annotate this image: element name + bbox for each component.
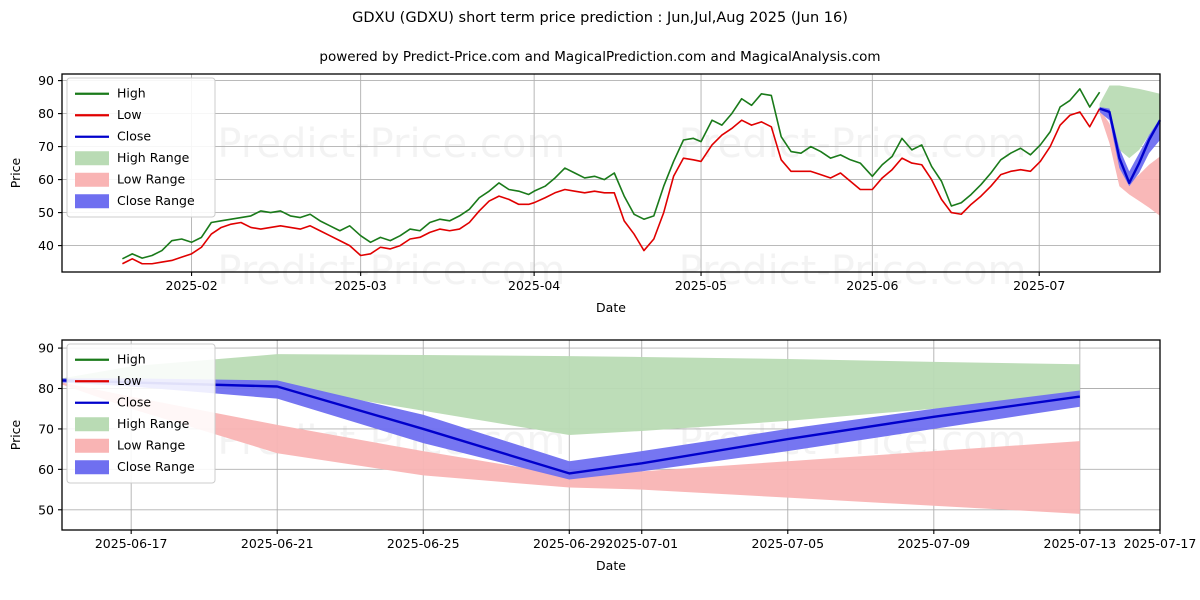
- legend-item-close[interactable]: Close: [75, 128, 151, 143]
- legend-item-high[interactable]: High: [75, 351, 146, 366]
- legend-patch-swatch: [75, 417, 109, 432]
- legend-item-label: Close: [117, 394, 151, 409]
- x-tick-label: 2025-07-09: [897, 536, 970, 551]
- forecast-detail-chart: Predict-Price.comPredict-Price.com506070…: [8, 339, 1196, 573]
- x-tick-label: 2025-07-17: [1124, 536, 1197, 551]
- legend-item-close-range[interactable]: Close Range: [75, 459, 195, 475]
- legend-item-label: High: [117, 85, 146, 100]
- legend-patch-swatch: [75, 438, 109, 453]
- legend-patch-swatch: [75, 194, 109, 209]
- band-low-range: [1099, 108, 1160, 216]
- y-tick-label: 80: [38, 381, 54, 396]
- legend-item-label: High Range: [117, 416, 190, 431]
- legend-item-low[interactable]: Low: [75, 107, 142, 122]
- legend-item-label: Close Range: [117, 193, 195, 208]
- legend-patch-swatch: [75, 151, 109, 166]
- band-high-range: [62, 354, 1080, 435]
- page-subtitle: powered by Predict-Price.com and Magical…: [319, 49, 880, 65]
- y-tick-label: 40: [38, 238, 54, 253]
- x-tick-label: 2025-06-21: [241, 536, 314, 551]
- x-tick-label: 2025-04: [508, 278, 560, 293]
- legend-item-label: Close: [117, 128, 151, 143]
- x-tick-label: 2025-07-01: [605, 536, 678, 551]
- plot-border: [61, 339, 1161, 531]
- plot-background: [62, 74, 1160, 272]
- legend-item-label: Low: [117, 373, 142, 388]
- x-tick-label: 2025-06-17: [95, 536, 168, 551]
- page-title: GDXU (GDXU) short term price prediction …: [352, 10, 848, 26]
- legend-item-label: Close Range: [117, 459, 195, 474]
- y-tick-label: 90: [38, 73, 54, 88]
- legend-item-label: High Range: [117, 150, 190, 165]
- watermark-text: Predict-Price.com: [679, 121, 1027, 167]
- series-line-high: [122, 88, 1101, 260]
- x-tick-label: 2025-07-13: [1044, 536, 1117, 551]
- y-tick-label: 90: [38, 341, 54, 356]
- y-axis-title: Price: [8, 157, 23, 188]
- x-tick-label: 2025-02: [165, 278, 217, 293]
- legend-item-low-range[interactable]: Low Range: [75, 437, 186, 453]
- y-axis: 50 60 70 80 90: [38, 341, 62, 517]
- legend-patch-swatch: [75, 460, 109, 475]
- y-tick-label: 80: [38, 106, 54, 121]
- legend-patch-swatch: [75, 172, 109, 187]
- y-tick-label: 60: [38, 172, 54, 187]
- x-axis-title: Date: [596, 558, 626, 573]
- legend-item-high-range[interactable]: High Range: [75, 416, 190, 432]
- legend-item-label: High: [117, 351, 146, 366]
- x-tick-label: 2025-06-29: [533, 536, 606, 551]
- x-tick-label: 2025-06-25: [387, 536, 460, 551]
- plot-border: [61, 73, 1161, 273]
- x-tick-label: 2025-05: [675, 278, 727, 293]
- chart-legend: High Low Close High Range Low Range Close Ran…: [66, 77, 216, 218]
- band-close-range: [1099, 107, 1160, 187]
- watermark-group: Predict-Price.com Predict-Price.com Predic…: [217, 121, 1026, 294]
- x-axis: 2025-02 2025-03 2025-04 2025-05 2025-06 2025-…: [165, 272, 1065, 293]
- band-high-range: [1099, 85, 1160, 159]
- y-tick-label: 70: [38, 139, 54, 154]
- legend-item-high-range[interactable]: High Range: [75, 150, 190, 166]
- watermark-text: Predict-Price.com: [217, 248, 565, 294]
- y-axis-title: Price: [8, 419, 23, 450]
- legend-item-label: Low: [117, 107, 142, 122]
- legend-item-high[interactable]: High: [75, 85, 146, 100]
- chart-legend: High Low Close High Range Low Range Close Ran…: [66, 343, 216, 484]
- band-close-range: [62, 378, 1080, 480]
- y-tick-label: 70: [38, 421, 54, 436]
- band-low-range: [62, 382, 1080, 514]
- x-tick-label: 2025-07-05: [751, 536, 824, 551]
- legend-item-low[interactable]: Low: [75, 373, 142, 388]
- legend-item-close-range[interactable]: Close Range: [75, 193, 195, 209]
- x-tick-label: 2025-07: [1013, 278, 1065, 293]
- watermark-text: Predict-Price.com: [217, 121, 565, 167]
- series-line-close: [1099, 107, 1162, 185]
- y-tick-label: 60: [38, 462, 54, 477]
- legend-item-low-range[interactable]: Low Range: [75, 171, 186, 187]
- legend-item-label: Low Range: [117, 171, 186, 186]
- overview-chart: Predict-Price.com Predict-Price.com Predic…: [8, 73, 1162, 315]
- legend-item-close[interactable]: Close: [75, 394, 151, 409]
- legend-item-label: Low Range: [117, 437, 186, 452]
- y-tick-label: 50: [38, 205, 54, 220]
- x-tick-label: 2025-03: [335, 278, 387, 293]
- y-tick-label: 50: [38, 502, 54, 517]
- watermark-text: Predict-Price.com: [679, 248, 1027, 294]
- x-axis: 2025-06-17 2025-06-21 2025-06-25 2025-06-29…: [95, 530, 1196, 551]
- x-tick-label: 2025-06: [846, 278, 898, 293]
- series-line-low: [122, 108, 1101, 265]
- y-axis: 40 50 60 70 80 90: [38, 73, 62, 253]
- x-axis-title: Date: [596, 300, 626, 315]
